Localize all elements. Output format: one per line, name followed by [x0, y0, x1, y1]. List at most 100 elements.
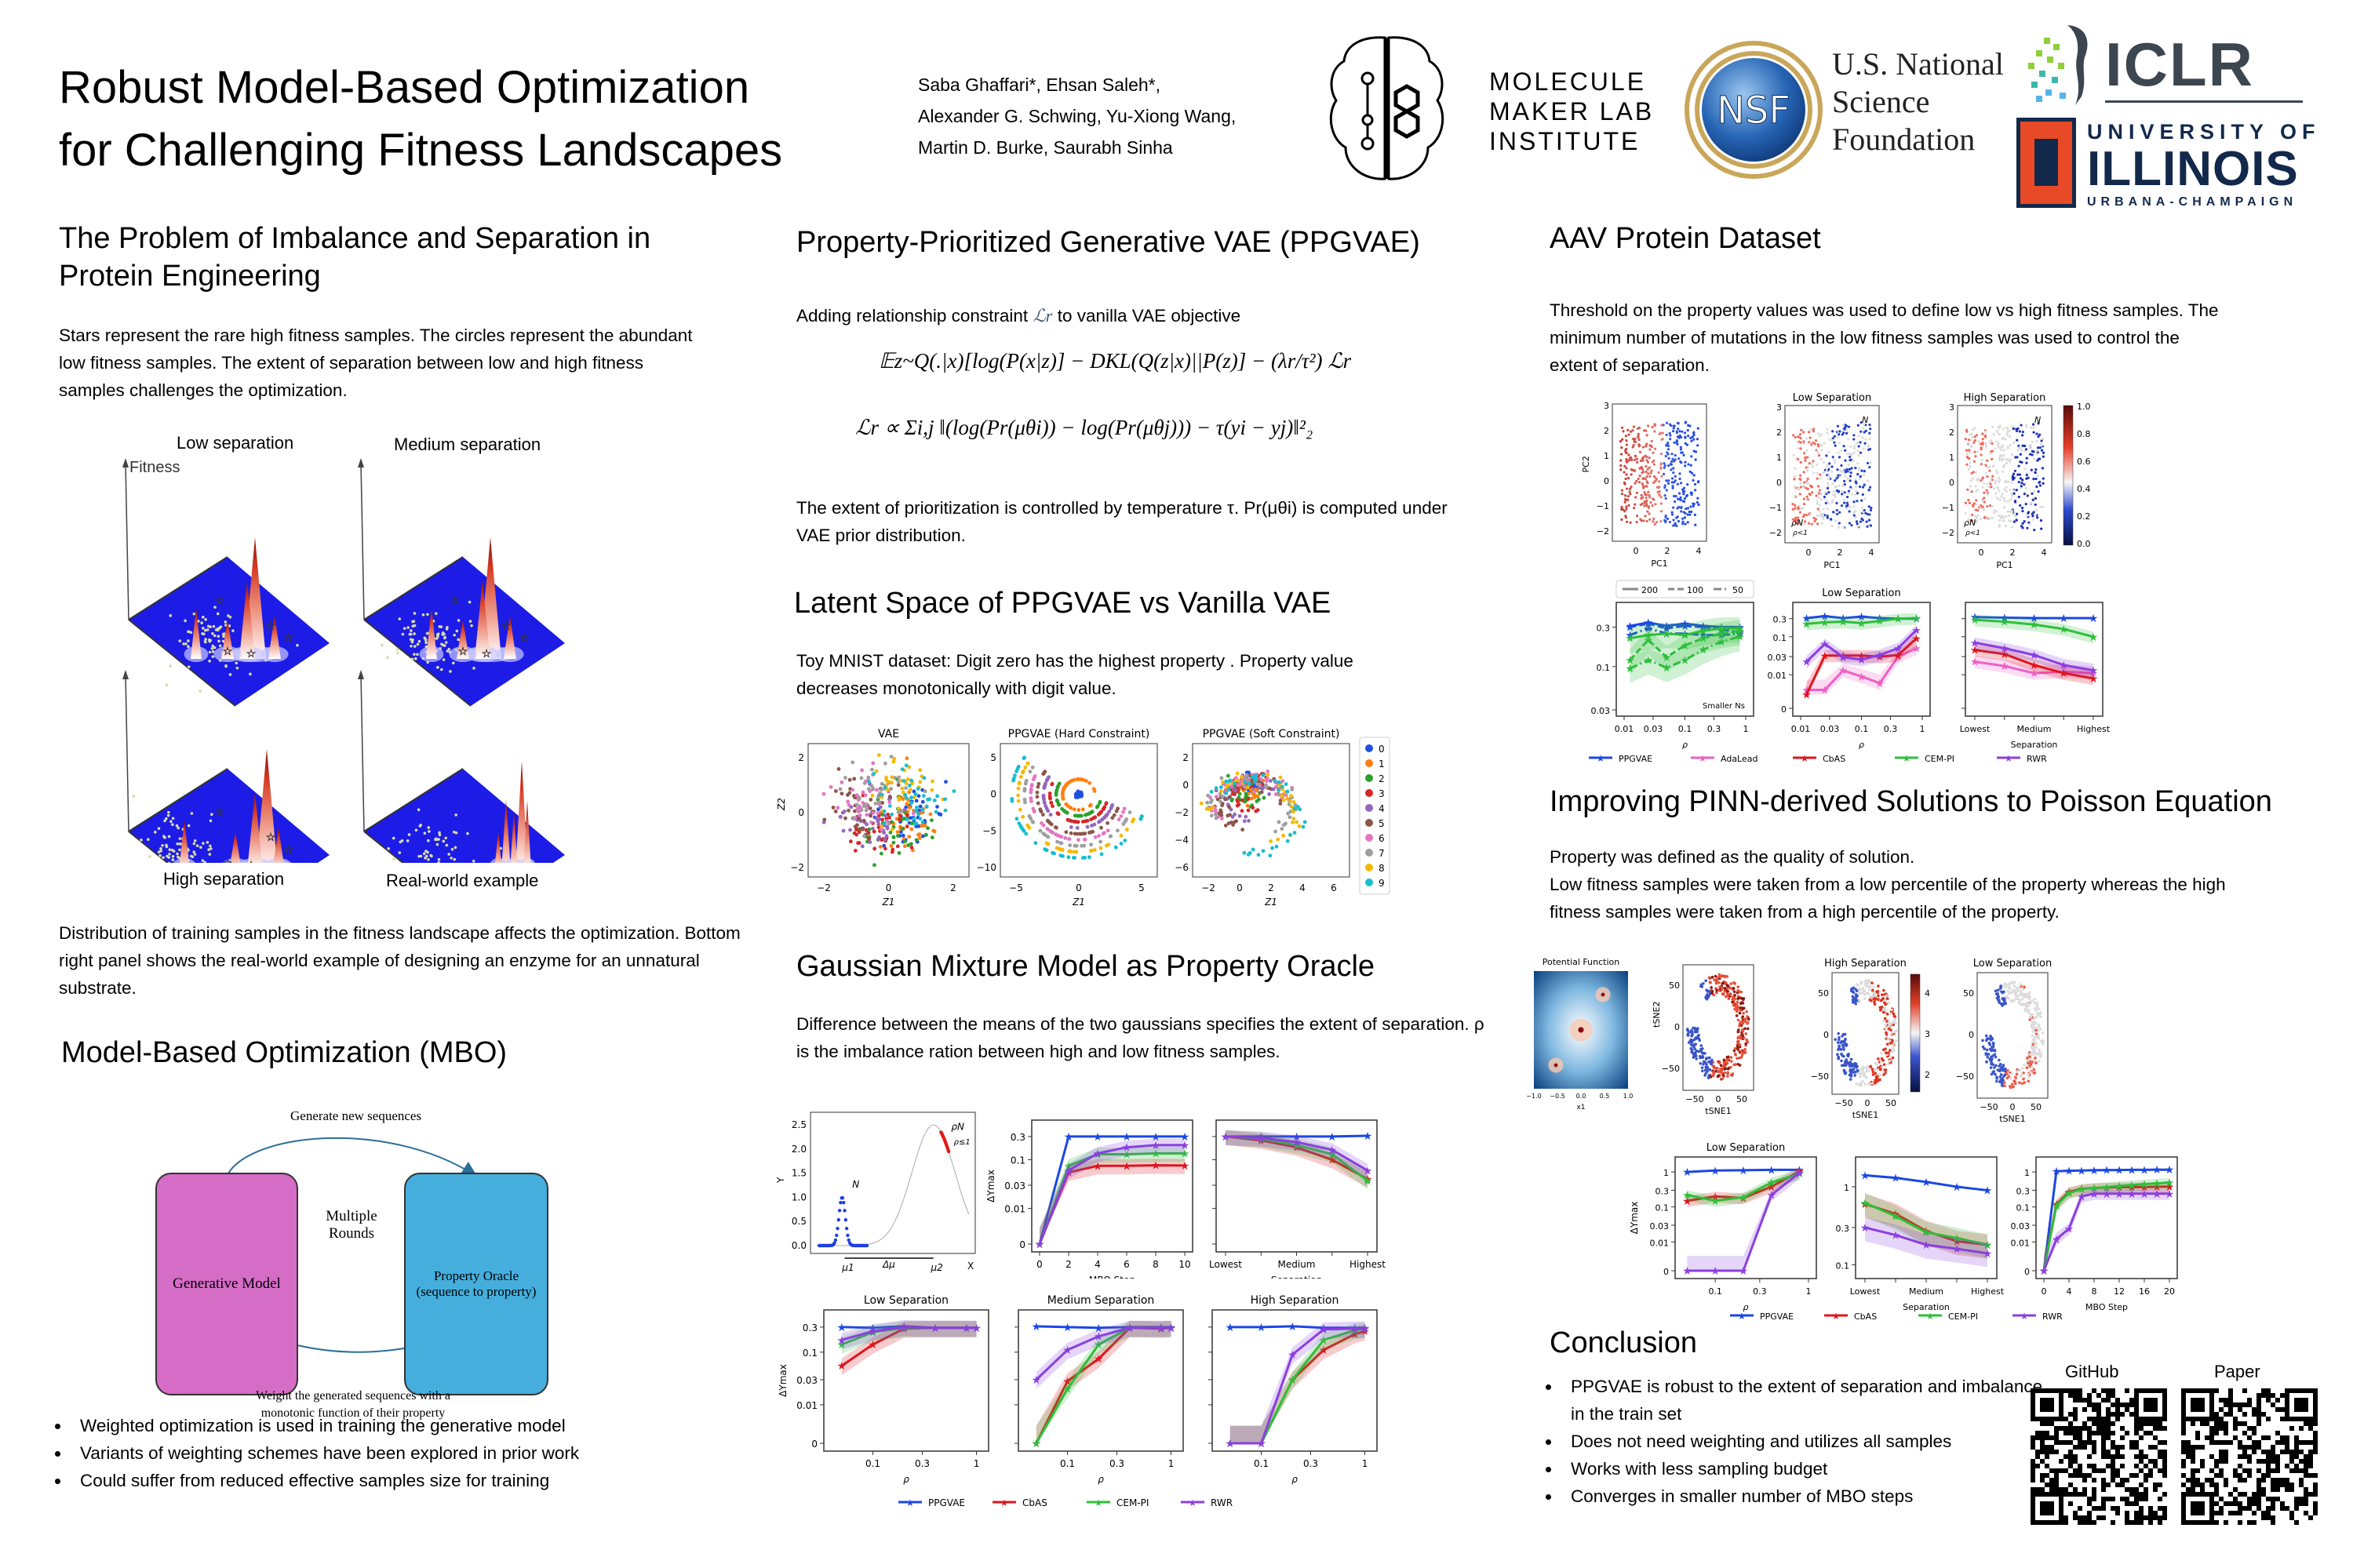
latent-point-digit-7 [1218, 791, 1222, 796]
latent-point-digit-5 [1089, 830, 1093, 835]
tsne-point [2011, 1085, 2015, 1089]
pca-point [1983, 497, 1986, 500]
pca-point [1658, 432, 1661, 436]
pca-point [1981, 476, 1985, 479]
pca-point [1805, 514, 1808, 517]
plot-title: Low Separation [1706, 1142, 1785, 1154]
plot-title: Low Separation [1973, 958, 2052, 970]
latent-point-digit-4 [838, 815, 843, 819]
pca-point [1684, 511, 1687, 515]
latent-point-digit-8 [1067, 849, 1072, 853]
tsne-point [1729, 987, 1733, 990]
tsne-point [1690, 1029, 1694, 1033]
tsne-point [2000, 1066, 2003, 1069]
latent-point-digit-1 [1255, 794, 1260, 799]
pca-point [2035, 439, 2038, 442]
tsne-point [1848, 1064, 1852, 1068]
low-fitness-sample [419, 854, 423, 858]
latent-point-digit-5 [1064, 830, 1069, 835]
pca-point [1619, 439, 1622, 443]
latent-point-digit-9 [903, 792, 908, 797]
pca-point [1677, 505, 1681, 509]
data-point-star: ★ [2152, 1178, 2162, 1191]
data-point-star: ★ [2127, 1164, 2137, 1177]
pca-point [1975, 503, 1978, 506]
panel-label-low: Low separation [177, 433, 294, 453]
latent-point-digit-9 [924, 804, 929, 809]
latent-point-digit-4 [1261, 785, 1266, 790]
data-point-star: ★ [1094, 1339, 1104, 1352]
pca-point [1821, 514, 1825, 517]
pca-point [1859, 421, 1863, 424]
pca-point [1632, 444, 1635, 447]
data-point-star: ★ [1820, 684, 1830, 697]
latent-point-digit-8 [1297, 824, 1302, 828]
x-tick-label: 4 [1299, 882, 1306, 893]
y-tick-label: 50 [1669, 980, 1680, 991]
legend-label: 8 [1379, 863, 1385, 874]
pca-point [1797, 458, 1800, 461]
data-point-star: ★ [1820, 638, 1830, 651]
pca-point [1679, 482, 1683, 485]
github-qr-code[interactable] [2031, 1388, 2167, 1525]
pca-point [1998, 498, 2002, 501]
pca-point [1812, 516, 1816, 520]
low-fitness-sample [217, 639, 220, 643]
y-tick-label: 2 [798, 752, 804, 763]
pca-point [1679, 448, 1683, 451]
low-fitness-sample [140, 839, 143, 842]
pca-point [1794, 467, 1797, 470]
pca-point [1670, 463, 1673, 466]
pca-point [1799, 474, 1802, 477]
latent-point-digit-0 [916, 794, 921, 799]
data-point-star: ★ [1319, 1324, 1329, 1337]
pca-point [1634, 496, 1637, 499]
pca-point [1860, 499, 1863, 502]
x-axis-label: ρ [1098, 1474, 1104, 1485]
data-point-star: ★ [2052, 1234, 2062, 1246]
pca-point [1794, 507, 1797, 510]
confidence-band [2044, 1177, 2169, 1271]
pca-point [1803, 520, 1807, 523]
latent-point-digit-8 [1295, 820, 1299, 824]
pca-point [1981, 441, 1984, 444]
data-point-star: ★ [1710, 1195, 1721, 1208]
latent-point-digit-6 [860, 768, 864, 773]
tsne-point [1851, 995, 1855, 999]
low-fitness-sample [446, 649, 450, 653]
latent-point-digit-1 [907, 806, 912, 809]
pca-point [1845, 501, 1849, 504]
low-fitness-sample [413, 657, 417, 660]
pca-point [1816, 489, 1820, 493]
pca-point [1647, 424, 1650, 427]
tsne-point [2013, 991, 2017, 995]
latent-point-digit-9 [901, 779, 906, 783]
latent-point-digit-9 [916, 812, 921, 817]
pca-point [1986, 482, 1989, 486]
pca-point [1815, 439, 1818, 442]
pca-point [1672, 471, 1675, 475]
latent-point-digit-5 [852, 794, 856, 798]
tsne-point [2030, 1045, 2034, 1049]
pca-point [1991, 517, 1994, 520]
pca-point [1849, 471, 1852, 475]
pca-point [1840, 504, 1844, 508]
fitness-peak [268, 616, 281, 659]
y-tick-label: 0 [1823, 1030, 1829, 1040]
data-point-star: ★ [2059, 660, 2069, 672]
pca-point [1630, 473, 1633, 476]
latent-point-digit-7 [1023, 800, 1027, 805]
pca-point [2040, 449, 2044, 452]
x-tick-label: 4 [1696, 546, 1702, 556]
y-tick-label: 0 [1182, 780, 1189, 791]
data-point-star: ★ [1662, 628, 1672, 641]
legend-marker: ★ [2005, 753, 2013, 764]
pca-point [1973, 427, 1976, 430]
latent-point-digit-9 [1066, 855, 1071, 860]
pca-point [1816, 485, 1820, 488]
legend-marker [1365, 819, 1373, 827]
pca-point [1852, 434, 1856, 437]
tsne-point [1716, 1067, 1719, 1070]
pca-point [1814, 518, 1818, 521]
x-tick-label: 0 [1979, 548, 1984, 558]
